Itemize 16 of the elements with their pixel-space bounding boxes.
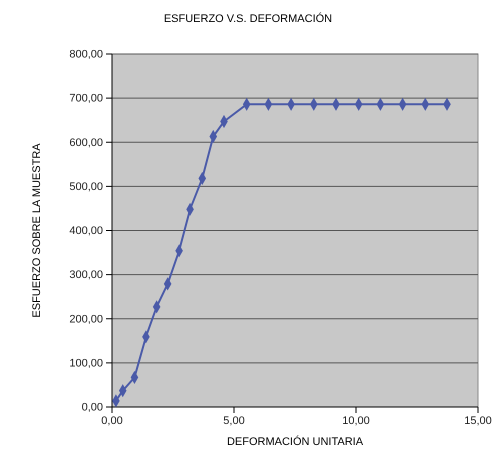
x-tick-label: 10,00 [342,414,370,427]
chart-title: ESFUERZO V.S. DEFORMACIÓN [164,12,332,25]
y-tick-label: 500,00 [69,180,103,193]
y-tick-label: 800,00 [69,48,103,61]
x-tick-label: 15,00 [464,414,492,427]
y-tick-label: 600,00 [69,136,103,149]
x-tick-label: 0,00 [101,414,123,427]
x-axis-title: DEFORMACIÓN UNITARIA [226,435,364,448]
x-tick-label: 5,00 [223,414,245,427]
y-tick-label: 200,00 [69,313,103,326]
y-tick-label: 0,00 [82,402,103,414]
y-tick-label: 400,00 [69,225,103,238]
y-tick-label: 700,00 [69,92,103,105]
y-axis-title: ESFUERZO SOBRE LA MUESTRA [31,142,43,318]
y-tick-label: 100,00 [69,357,103,370]
y-tick-label: 300,00 [69,269,103,282]
